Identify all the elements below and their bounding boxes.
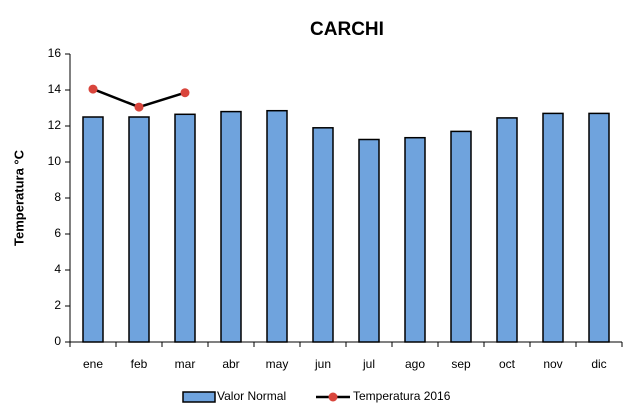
x-tick-label: dic [591,357,606,371]
legend-swatch [182,391,216,403]
chart-title: CARCHI [310,19,384,40]
bar [404,136,426,343]
bar [358,138,380,343]
bar [588,112,610,343]
y-tick-label: 6 [54,226,61,240]
bar [312,127,334,343]
x-tick-label: nov [543,357,562,371]
bar [128,116,150,343]
legend-swatch [328,392,338,402]
y-tick-label: 8 [54,190,61,204]
bar [82,116,104,343]
x-tick-label: ago [405,357,425,371]
y-tick-label: 16 [48,46,62,60]
bar [266,109,288,343]
bar [542,112,564,343]
x-tick-label: jun [314,357,331,371]
x-tick-label: abr [222,357,239,371]
x-tick-label: mar [175,357,196,371]
bar [220,110,242,343]
point [180,88,190,98]
x-tick-label: oct [499,357,516,371]
x-tick-label: jul [362,357,375,371]
y-tick-label: 0 [54,334,61,348]
bar [174,113,196,343]
y-tick-label: 4 [54,262,61,276]
point [88,84,98,94]
y-tick-label: 2 [54,298,61,312]
x-tick-label: may [266,357,289,371]
bar [496,117,518,343]
legend-label: Temperatura 2016 [353,389,451,403]
y-tick-label: 10 [48,154,62,168]
point [134,102,144,112]
legend-label: Valor Normal [217,389,286,403]
x-tick-label: feb [131,357,148,371]
y-tick-label: 12 [48,118,62,132]
bar [450,130,472,343]
x-tick-label: sep [451,357,471,371]
y-axis-label: Temperatura °C [11,149,26,246]
x-tick-label: ene [83,357,103,371]
y-tick-label: 14 [48,82,62,96]
